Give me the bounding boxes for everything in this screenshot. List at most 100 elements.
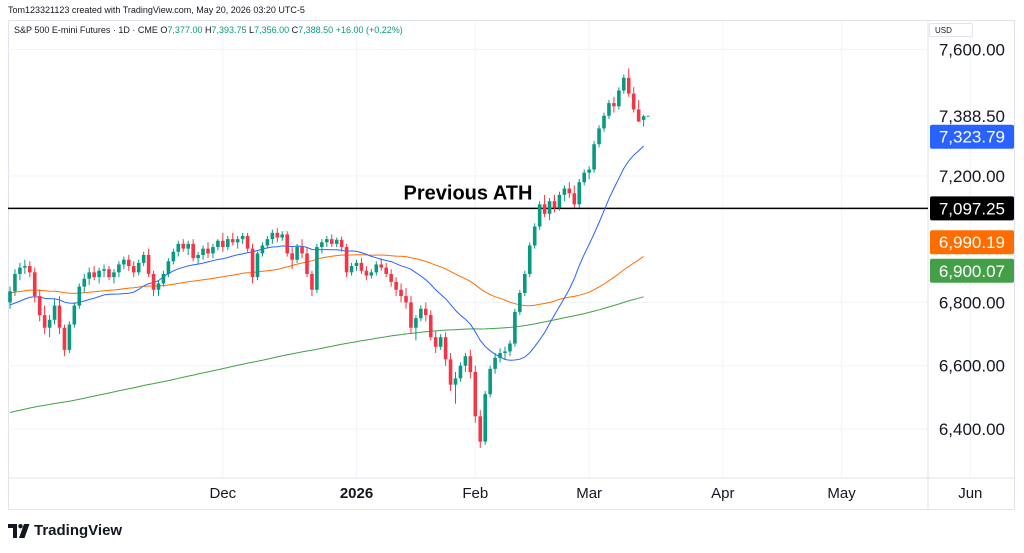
candle-body[interactable] <box>87 272 91 279</box>
candle-body[interactable] <box>602 115 606 129</box>
candle-body[interactable] <box>176 243 181 252</box>
candle-body[interactable] <box>394 281 398 290</box>
candle-body[interactable] <box>117 264 121 273</box>
candle-body[interactable] <box>508 343 512 352</box>
candle-body[interactable] <box>567 188 572 194</box>
candle-body[interactable] <box>136 262 141 273</box>
candle-body[interactable] <box>245 235 250 249</box>
candle-body[interactable] <box>191 243 195 259</box>
candle-body[interactable] <box>419 308 423 319</box>
candle-body[interactable] <box>344 247 349 273</box>
candle-body[interactable] <box>72 305 77 325</box>
candle-body[interactable] <box>122 259 126 265</box>
candle-body[interactable] <box>32 272 37 297</box>
candle-body[interactable] <box>127 259 131 267</box>
candle-body[interactable] <box>424 308 428 316</box>
candle-body[interactable] <box>325 239 329 243</box>
candle-body[interactable] <box>547 201 552 214</box>
candle-body[interactable] <box>592 144 596 170</box>
candle-body[interactable] <box>433 337 438 347</box>
candle-body[interactable] <box>315 247 319 290</box>
candle-body[interactable] <box>339 239 344 248</box>
candle-body[interactable] <box>463 356 468 366</box>
candle-body[interactable] <box>607 103 611 116</box>
candle-body[interactable] <box>557 194 562 208</box>
candle-body[interactable] <box>196 254 200 259</box>
candle-body[interactable] <box>62 327 67 350</box>
candle-body[interactable] <box>329 239 334 244</box>
candle-body[interactable] <box>280 234 285 238</box>
candle-body[interactable] <box>359 262 364 271</box>
candle-body[interactable] <box>285 234 289 254</box>
candle-body[interactable] <box>414 318 418 328</box>
candle-body[interactable] <box>493 357 497 369</box>
candle-body[interactable] <box>582 172 586 183</box>
candle-body[interactable] <box>131 266 136 273</box>
candle-body[interactable] <box>626 77 631 94</box>
candle-body[interactable] <box>240 235 245 240</box>
candle-body[interactable] <box>13 273 17 292</box>
candle-body[interactable] <box>587 169 591 173</box>
candle-body[interactable] <box>458 365 463 379</box>
candle-body[interactable] <box>428 315 433 338</box>
candle-body[interactable] <box>37 296 42 316</box>
candle-body[interactable] <box>364 270 369 276</box>
candle-body[interactable] <box>42 315 47 328</box>
candle-body[interactable] <box>181 243 186 249</box>
candle-body[interactable] <box>216 240 220 248</box>
candle-body[interactable] <box>374 264 379 273</box>
candle-body[interactable] <box>542 204 547 214</box>
candle-body[interactable] <box>354 262 359 267</box>
candle-body[interactable] <box>102 269 106 271</box>
candle-body[interactable] <box>349 266 354 273</box>
candle-body[interactable] <box>201 248 205 255</box>
candle-body[interactable] <box>523 273 527 293</box>
candle-body[interactable] <box>226 239 230 248</box>
candle-body[interactable] <box>270 232 275 240</box>
candle-body[interactable] <box>404 296 408 303</box>
symbol-name[interactable]: S&P 500 E-mini Futures · 1D · CME <box>14 25 158 35</box>
candle-body[interactable] <box>290 253 294 260</box>
candle-body[interactable] <box>518 292 522 312</box>
candle-body[interactable] <box>389 273 393 282</box>
candle-body[interactable] <box>112 272 116 278</box>
candle-body[interactable] <box>636 109 641 122</box>
candle-body[interactable] <box>28 266 32 273</box>
candle-body[interactable] <box>369 272 374 276</box>
candle-body[interactable] <box>513 311 517 344</box>
candle-body[interactable] <box>67 324 72 350</box>
candle-body[interactable] <box>334 239 339 244</box>
candle-body[interactable] <box>300 247 304 254</box>
chart-frame[interactable] <box>8 20 1015 510</box>
candle-body[interactable] <box>503 351 507 354</box>
candle-body[interactable] <box>47 319 52 328</box>
candle-body[interactable] <box>255 253 260 278</box>
tradingview-logo[interactable]: TradingView <box>8 522 122 539</box>
candle-body[interactable] <box>221 240 225 248</box>
currency-badge[interactable]: USD <box>929 23 973 37</box>
candle-body[interactable] <box>468 356 473 373</box>
candle-body[interactable] <box>295 247 299 260</box>
candle-body[interactable] <box>305 253 309 274</box>
candle-body[interactable] <box>384 267 388 274</box>
candle-body[interactable] <box>250 248 255 278</box>
candle-body[interactable] <box>211 247 215 254</box>
candle-body[interactable] <box>478 416 483 442</box>
candle-body[interactable] <box>310 273 314 290</box>
candle-body[interactable] <box>617 90 621 107</box>
candle-body[interactable] <box>473 372 478 417</box>
candle-body[interactable] <box>166 261 171 274</box>
candle-body[interactable] <box>612 103 616 107</box>
candle-body[interactable] <box>399 289 403 297</box>
candle-body[interactable] <box>186 243 190 249</box>
candle-body[interactable] <box>235 239 240 243</box>
candle-body[interactable] <box>156 283 161 290</box>
candle-body[interactable] <box>453 378 458 385</box>
candle-body[interactable] <box>409 302 413 328</box>
candle-body[interactable] <box>8 291 12 303</box>
candle-body[interactable] <box>572 193 577 205</box>
candle-body[interactable] <box>562 188 567 195</box>
candle-body[interactable] <box>97 270 101 278</box>
candle-body[interactable] <box>260 245 265 254</box>
candle-body[interactable] <box>438 337 443 347</box>
